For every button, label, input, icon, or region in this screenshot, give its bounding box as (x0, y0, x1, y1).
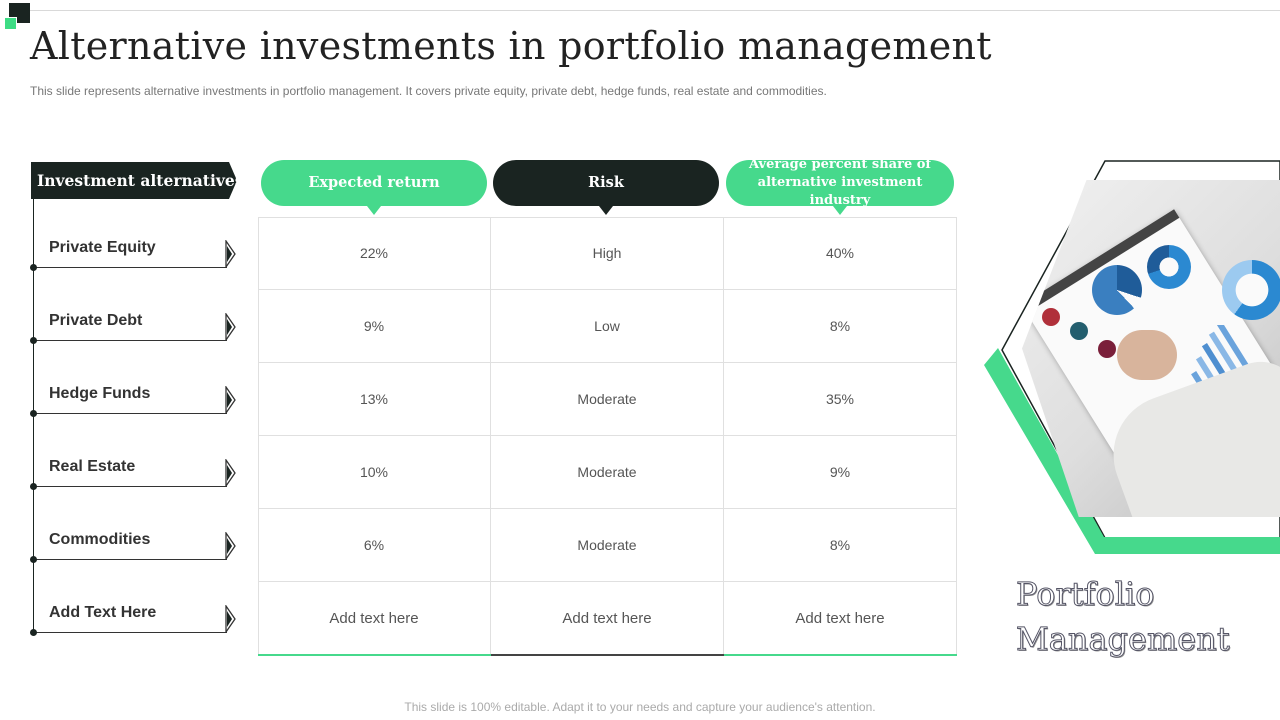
chevron-right-icon (225, 240, 236, 268)
row-dot (30, 410, 37, 417)
hand-shape (1117, 330, 1177, 380)
slide-subtitle: This slide represents alternative invest… (30, 84, 827, 98)
table-cell: Low (491, 290, 724, 363)
column-header-3: Average percent share of alternative inv… (726, 157, 954, 215)
row-dot (30, 337, 37, 344)
column-header-1: Expected return (261, 160, 487, 215)
row-underline (33, 340, 227, 341)
column-header-label: Risk (588, 174, 624, 191)
column-header-2: Risk (493, 160, 719, 215)
table-cell: Add text here (724, 582, 957, 655)
top-rule (30, 10, 1280, 11)
table-cell: 13% (258, 363, 491, 436)
portfolio-management-line2: Management (1016, 620, 1231, 659)
table-cell: 8% (724, 509, 957, 582)
table-cell: 22% (258, 217, 491, 290)
row-underline (33, 413, 227, 414)
chevron-right-icon (225, 459, 236, 487)
row-label-item: Real Estate (30, 455, 237, 490)
row-underline (33, 267, 227, 268)
investment-alternatives-header: Investment alternatives (31, 162, 243, 199)
chevron-right-icon (225, 532, 236, 560)
table-cell: Add text here (258, 582, 491, 655)
column-header-pointer (367, 206, 381, 215)
table-cell: High (491, 217, 724, 290)
column-bottom-accent (724, 654, 957, 656)
table-cell: Moderate (491, 509, 724, 582)
chart-pie-blue-1 (1092, 265, 1142, 315)
row-label-item: Add Text Here (30, 601, 237, 636)
row-underline (33, 632, 227, 633)
header-arrow-shape (31, 162, 237, 199)
table-cell: Moderate (491, 436, 724, 509)
table-cell: 40% (724, 217, 957, 290)
table-cell: 9% (258, 290, 491, 363)
table-cell: 9% (724, 436, 957, 509)
chart-dot-teal (1070, 322, 1088, 340)
slide-title: Alternative investments in portfolio man… (30, 24, 992, 68)
table-cell: 8% (724, 290, 957, 363)
chart-dot-red (1042, 308, 1060, 326)
row-label-item: Private Equity (30, 236, 237, 271)
column-bottom-accent (258, 654, 491, 656)
chart-pie-blue-2 (1147, 245, 1191, 289)
investment-alternatives-label: Investment alternatives (37, 171, 244, 190)
row-label-text: Commodities (49, 531, 151, 548)
chevron-right-icon (225, 313, 236, 341)
row-label-text: Hedge Funds (49, 385, 151, 402)
row-label-item: Private Debt (30, 309, 237, 344)
table-cell: 6% (258, 509, 491, 582)
column-header-pointer (599, 206, 613, 215)
table-cell: 10% (258, 436, 491, 509)
table-cell: Add text here (491, 582, 724, 655)
row-dot (30, 483, 37, 490)
row-label-text: Private Equity (49, 239, 156, 256)
row-dot (30, 556, 37, 563)
table-cell: Moderate (491, 363, 724, 436)
chart-dot-maroon (1098, 340, 1116, 358)
column-header-label: Average percent share of alternative inv… (748, 157, 932, 208)
row-label-item: Commodities (30, 528, 237, 563)
row-underline (33, 559, 227, 560)
table-cell: 35% (724, 363, 957, 436)
chart-pie-blue-3 (1222, 260, 1280, 320)
column-header-label: Expected return (308, 174, 440, 191)
row-label-item: Hedge Funds (30, 382, 237, 417)
chevron-right-icon (225, 386, 236, 414)
row-dot (30, 629, 37, 636)
portfolio-management-line1: Portfolio (1016, 575, 1155, 614)
row-underline (33, 486, 227, 487)
corner-square-green (4, 17, 17, 30)
column-header-pointer (833, 206, 847, 215)
column-bottom-accent (491, 654, 724, 656)
portfolio-management-title: Portfolio Management (1016, 572, 1231, 662)
row-label-text: Real Estate (49, 458, 136, 475)
portfolio-photo (1022, 180, 1280, 517)
chevron-right-icon (225, 605, 236, 633)
row-dot (30, 264, 37, 271)
slide-footer: This slide is 100% editable. Adapt it to… (404, 700, 876, 714)
row-label-text: Add Text Here (49, 604, 157, 621)
row-label-text: Private Debt (49, 312, 143, 329)
